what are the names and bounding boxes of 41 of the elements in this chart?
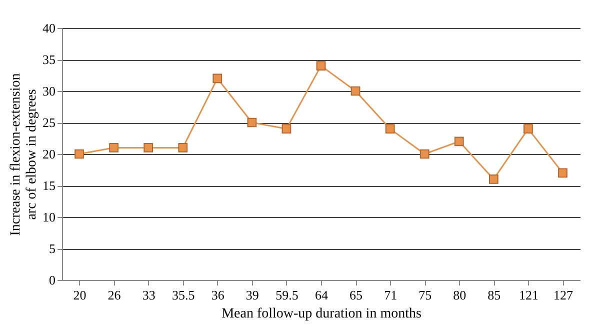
point — [488, 174, 498, 184]
point — [316, 61, 326, 70]
x-tick-label: 85 — [488, 288, 501, 302]
point — [524, 124, 533, 134]
point — [454, 136, 464, 146]
x-axis-title: Mean follow-up duration in months — [222, 306, 422, 322]
y-tick-label: 25 — [42, 115, 56, 130]
y-tick-label: 20 — [42, 146, 56, 162]
point — [144, 143, 154, 152]
x-tick-label: 71 — [384, 288, 398, 302]
x-tick-label: 65 — [350, 288, 363, 302]
x-tick-label: 20 — [73, 288, 86, 302]
point — [385, 124, 395, 134]
y-tick-label: 5 — [49, 241, 56, 256]
y-tick-label: 15 — [42, 178, 56, 193]
x-tick-label: 80 — [453, 288, 466, 302]
y-axis-title: Increase in flexion-extension arc of elbow in degrees — [8, 73, 40, 236]
x-tick-label: 33 — [142, 288, 156, 302]
x-tick-label: 75 — [418, 288, 432, 302]
point — [247, 118, 257, 128]
x-tick-label: 127 — [553, 288, 574, 302]
x-tick-label: 64 — [315, 288, 328, 302]
x-tick-label: 26 — [108, 288, 122, 302]
point — [350, 86, 360, 96]
point — [420, 149, 430, 159]
x-tick-label: 39 — [246, 288, 259, 302]
y-tick-label: 10 — [42, 210, 56, 224]
point — [109, 143, 118, 152]
y-tick-label: 0 — [49, 272, 56, 288]
x-tick-label: 121 — [518, 288, 538, 302]
y-tick-label: 30 — [42, 84, 56, 98]
y-tick-label: 35 — [42, 52, 56, 67]
point — [178, 143, 188, 152]
point — [558, 168, 568, 178]
x-tick-label: 36 — [211, 288, 225, 302]
x-tick-label: 35.5 — [172, 288, 195, 302]
point — [74, 149, 84, 159]
point — [212, 74, 222, 84]
point — [282, 124, 292, 134]
y-tick-label: 40 — [42, 20, 56, 36]
x-tick-label: 59.5 — [276, 288, 298, 302]
